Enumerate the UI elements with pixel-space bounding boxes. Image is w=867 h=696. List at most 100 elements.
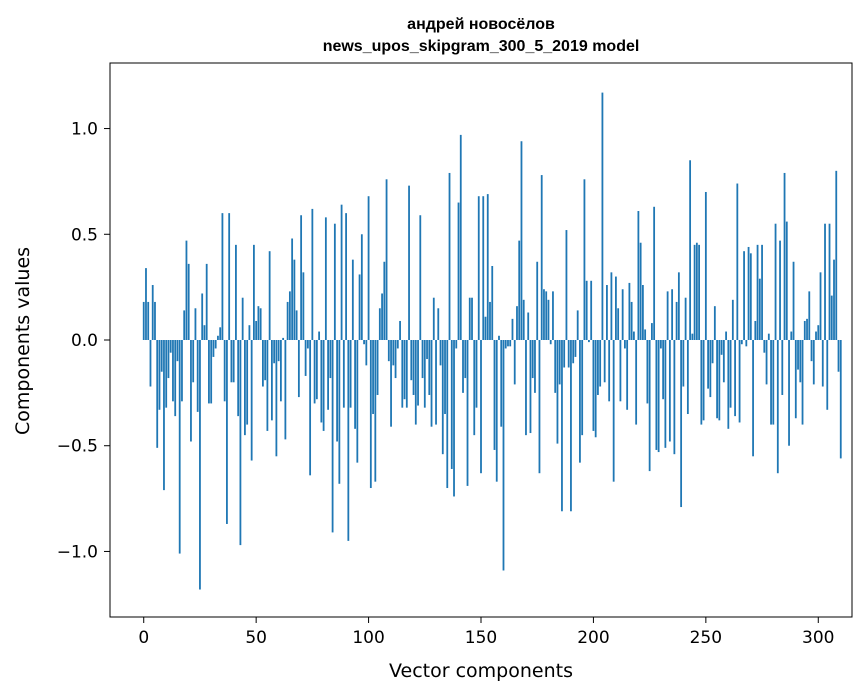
bar [788,340,790,446]
bar [644,329,647,340]
bar [633,331,635,340]
bar [358,274,361,340]
bar [414,340,417,425]
bar [270,340,273,421]
bar [459,134,462,340]
bar [194,308,197,340]
bar [657,340,660,453]
bar [716,340,718,419]
bar [531,340,534,379]
bar [592,340,595,431]
bar [286,301,289,340]
bar [738,340,741,423]
bar [205,263,208,340]
bar [803,320,806,340]
bar [790,331,793,340]
bar [504,340,507,349]
bar [324,217,327,340]
bar [747,246,750,340]
bar [486,194,489,340]
bar [426,340,428,360]
bar [689,160,692,340]
chart-title: андрей новосёлов [407,16,555,33]
bar [655,340,658,450]
bar [208,340,210,404]
bar [745,340,748,347]
bar [178,340,181,554]
x-tick-label: 200 [577,628,609,648]
bar [374,340,377,482]
bar [441,340,444,455]
bar [412,340,415,395]
bar [387,340,390,362]
bar [338,340,341,484]
bar [210,340,213,404]
bar [527,312,530,340]
bar [774,223,777,340]
bar [183,310,186,340]
bar [291,238,294,340]
bar [340,204,343,340]
bar [266,340,269,431]
y-tick-label: −0.5 [57,437,98,457]
bar [612,340,615,482]
bar [401,340,404,408]
x-tick-label: 300 [802,628,834,648]
bar [718,340,721,421]
bar [167,340,170,379]
bar [293,259,296,340]
bar [529,340,532,434]
bar [520,141,523,340]
y-axis-label: Components values [12,247,34,435]
bar [437,308,440,340]
bar [356,340,359,463]
bar [511,318,514,340]
bar [743,251,745,340]
bar [513,340,516,385]
bar [203,325,206,340]
bar [226,340,228,524]
bar [662,340,665,400]
bar [615,276,617,340]
bar [572,340,575,364]
bar [217,335,219,340]
bar [187,263,190,340]
bar [810,340,813,362]
bar [671,289,674,340]
bar [574,340,577,357]
bar [516,306,518,340]
bar [480,340,482,474]
bar [253,244,255,340]
bar [255,320,258,340]
bar [176,340,179,362]
bar [617,308,620,340]
bar [147,301,150,340]
bar [664,340,667,448]
bar [275,340,278,457]
bar [419,215,422,340]
bar [558,340,561,385]
bar [432,297,435,340]
bar [729,340,732,408]
bar [453,340,455,497]
bar [421,340,424,379]
bar [830,295,833,340]
bar [637,211,640,340]
bar [448,172,451,340]
bar [792,261,795,340]
bar [590,280,593,340]
bar [165,340,168,408]
bar [630,301,633,340]
bar [408,185,410,340]
bar [812,340,815,385]
bar [806,318,808,340]
bar [552,291,554,340]
bar [462,340,464,393]
bar [709,340,712,398]
bar [360,234,363,340]
bar [576,310,579,340]
bar [579,340,581,463]
bar [581,340,584,436]
bar [583,179,586,340]
bar [603,340,606,383]
